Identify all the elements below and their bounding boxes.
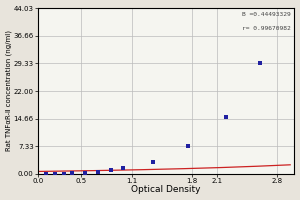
Point [70,172,74,175]
Point [185,145,190,148]
Point [224,116,228,119]
Text: r= 0.99670982: r= 0.99670982 [242,26,291,31]
Point [121,167,126,170]
Point [95,170,100,173]
Point [82,171,87,174]
X-axis label: Optical Density: Optical Density [131,185,201,194]
Y-axis label: Rat TNFαR-Ⅱ concentration (ng/ml): Rat TNFαR-Ⅱ concentration (ng/ml) [6,30,12,151]
Text: B =0.44493329: B =0.44493329 [242,12,291,17]
Point [44,172,49,175]
Point [151,160,156,163]
Point [108,169,113,172]
Point [61,172,66,175]
Point [258,62,262,65]
Point [52,172,57,175]
